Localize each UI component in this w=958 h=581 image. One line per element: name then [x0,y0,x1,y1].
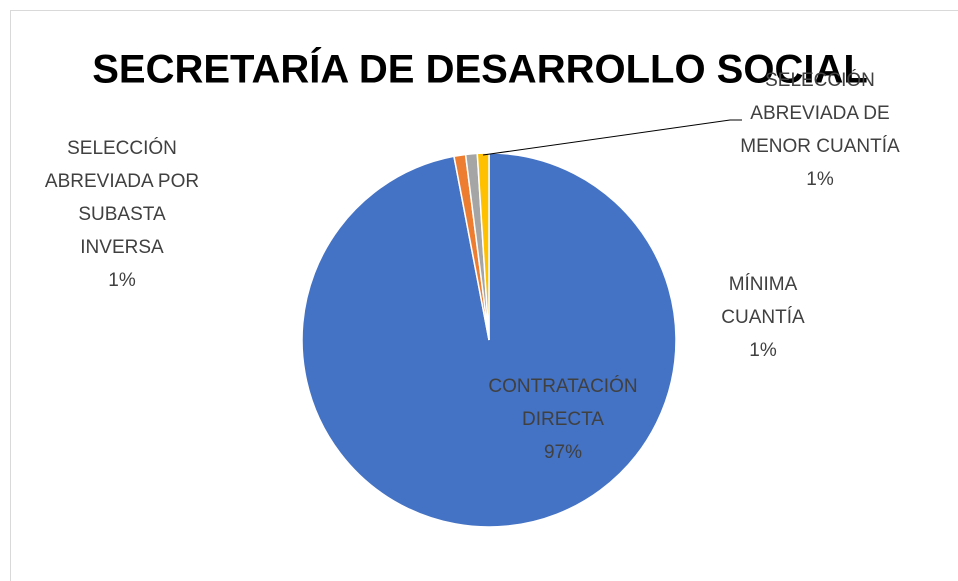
category-label: CONTRATACIÓN DIRECTA [488,376,638,430]
category-label: SELECCIÓN ABREVIADA DE MENOR CUANTÍA [740,70,900,157]
chart-title: SECRETARÍA DE DESARROLLO SOCIAL [92,47,868,92]
leader-line [482,119,742,156]
pie-slice [476,152,490,341]
data-label: MÍNIMA CUANTÍA 1% [688,268,838,367]
data-label: SELECCIÓN ABREVIADA DE MENOR CUANTÍA 1% [730,64,910,196]
data-label: SELECCIÓN ABREVIADA POR SUBASTA INVERSA 1… [42,132,202,297]
category-label: MÍNIMA CUANTÍA [721,274,805,328]
percent-label: 1% [108,270,136,291]
category-label: SELECCIÓN ABREVIADA POR SUBASTA INVERSA [44,138,200,258]
data-label: CONTRATACIÓN DIRECTA 97% [488,370,638,469]
percent-label: 97% [543,442,583,463]
percent-label: 1% [749,340,777,361]
percent-label: 1% [806,169,834,190]
